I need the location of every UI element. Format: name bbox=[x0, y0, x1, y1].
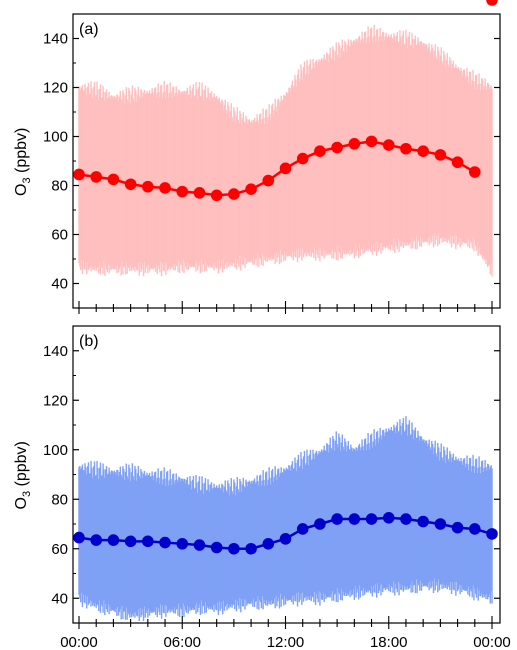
y-axis-label-rest-a: (ppbv) bbox=[13, 128, 30, 178]
x-tick-label-b-2: 12:00 bbox=[267, 634, 305, 650]
mean-point-a-13 bbox=[296, 152, 309, 165]
y-tick-label-a-0: 40 bbox=[51, 276, 68, 293]
mean-point-b-22 bbox=[451, 521, 464, 534]
y-axis-label-rest-b: (ppbv) bbox=[13, 441, 30, 491]
mean-point-b-6 bbox=[176, 538, 189, 550]
mean-point-b-18 bbox=[382, 512, 395, 524]
y-axis-label-sub-a: 3 bbox=[21, 177, 33, 183]
mean-point-b-21 bbox=[434, 518, 447, 530]
y-axis-b: 40 60 80 100 120 140 bbox=[43, 325, 500, 624]
mean-point-b-14 bbox=[314, 518, 326, 530]
mean-point-a-19 bbox=[400, 142, 412, 155]
y-tick-label-b-2: 80 bbox=[51, 491, 68, 508]
mean-point-b-10 bbox=[245, 542, 257, 555]
y-tick-label-b-1: 60 bbox=[51, 541, 68, 558]
mean-point-a-8 bbox=[210, 189, 223, 202]
panel-label-a: (a) bbox=[79, 21, 99, 38]
mean-point-b-17 bbox=[365, 513, 378, 525]
mean-point-b-20 bbox=[417, 515, 429, 528]
mean-point-a-11 bbox=[262, 174, 275, 187]
mean-point-b-11 bbox=[262, 538, 275, 550]
x-axis-b: 00:00 06:00 12:00 18:00 00:00 bbox=[60, 616, 511, 650]
mean-point-a-1 bbox=[90, 171, 103, 183]
x-tick-label-b-0: 00:00 bbox=[60, 634, 98, 650]
mean-points-a bbox=[73, 0, 498, 202]
y-tick-label-a-4: 120 bbox=[43, 80, 68, 97]
panel-label-b: (b) bbox=[79, 333, 99, 350]
mean-point-b-9 bbox=[228, 542, 240, 555]
x-tick-label-b-4: 00:00 bbox=[473, 634, 511, 650]
band-area-b bbox=[78, 416, 493, 622]
mean-points-b bbox=[73, 512, 498, 555]
x-tick-label-b-3: 18:00 bbox=[370, 634, 408, 650]
mean-point-a-24 bbox=[486, 0, 498, 6]
mean-point-a-23 bbox=[468, 166, 481, 178]
y-axis-label-b: O3 (ppbv) bbox=[13, 441, 33, 509]
mean-point-b-7 bbox=[193, 539, 206, 551]
mean-point-b-13 bbox=[296, 523, 309, 535]
y-axis-a: 40 60 80 100 120 140 bbox=[43, 13, 500, 309]
y-axis-label-main-b: O bbox=[13, 497, 30, 509]
x-axis-a bbox=[78, 301, 493, 314]
mean-point-a-15 bbox=[331, 141, 343, 154]
y-tick-label-a-3: 100 bbox=[43, 129, 68, 146]
mean-point-a-18 bbox=[382, 139, 395, 151]
mean-point-a-3 bbox=[124, 178, 137, 191]
panel-a: 40 60 80 100 120 140 (a) O3 (ppbv) bbox=[13, 0, 501, 314]
mean-point-a-20 bbox=[417, 145, 429, 157]
mean-point-a-12 bbox=[279, 162, 292, 175]
y-tick-label-b-3: 100 bbox=[43, 442, 68, 459]
mean-point-b-23 bbox=[468, 523, 481, 535]
mean-point-a-10 bbox=[245, 183, 257, 195]
mean-point-a-4 bbox=[142, 180, 154, 193]
mean-point-a-5 bbox=[159, 182, 171, 194]
mean-point-a-7 bbox=[193, 187, 206, 199]
mean-point-b-15 bbox=[331, 513, 343, 525]
mean-point-b-12 bbox=[279, 533, 292, 545]
mean-point-b-8 bbox=[210, 541, 223, 554]
mean-point-a-21 bbox=[434, 149, 447, 161]
y-tick-label-a-2: 80 bbox=[51, 178, 68, 195]
mean-point-a-0 bbox=[73, 168, 85, 181]
mean-point-b-1 bbox=[90, 534, 103, 546]
x-tick-label-b-1: 06:00 bbox=[163, 634, 201, 650]
mean-point-a-2 bbox=[107, 173, 120, 186]
mean-point-a-16 bbox=[348, 138, 361, 150]
mean-point-b-2 bbox=[107, 534, 120, 546]
mean-point-a-17 bbox=[365, 135, 378, 148]
mean-point-a-14 bbox=[314, 145, 326, 157]
mean-point-b-4 bbox=[142, 535, 154, 548]
mean-point-b-0 bbox=[73, 531, 85, 544]
mean-point-b-19 bbox=[400, 513, 412, 525]
mean-point-a-22 bbox=[451, 156, 464, 169]
mean-point-a-6 bbox=[176, 185, 189, 198]
mean-point-a-9 bbox=[228, 188, 240, 200]
y-tick-label-a-5: 140 bbox=[43, 31, 68, 48]
mean-point-b-3 bbox=[124, 535, 137, 548]
y-tick-label-a-1: 60 bbox=[51, 227, 68, 244]
y-tick-label-b-5: 140 bbox=[43, 343, 68, 360]
mean-point-b-16 bbox=[348, 513, 361, 525]
y-tick-label-b-0: 40 bbox=[51, 590, 68, 607]
mean-point-b-24 bbox=[486, 528, 498, 540]
band-area-a bbox=[78, 24, 493, 277]
y-axis-label-sub-b: 3 bbox=[21, 491, 33, 497]
y-axis-label-a: O3 (ppbv) bbox=[13, 128, 33, 196]
mean-point-b-5 bbox=[159, 536, 171, 549]
y-tick-label-b-4: 120 bbox=[43, 392, 68, 409]
y-axis-label-main-a: O bbox=[13, 184, 30, 196]
